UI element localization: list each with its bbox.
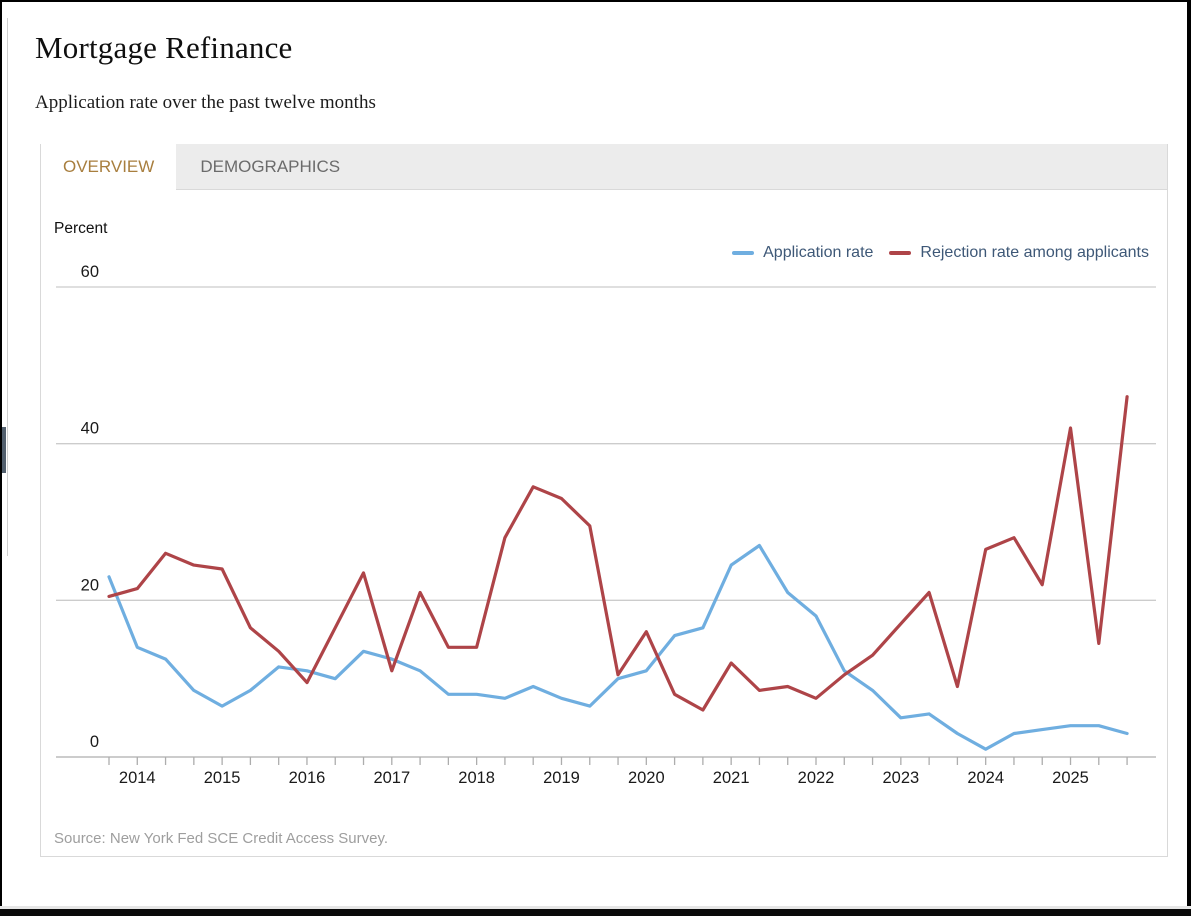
legend-label: Rejection rate among applicants (920, 244, 1149, 261)
legend-label: Application rate (763, 244, 874, 261)
svg-text:2021: 2021 (713, 769, 750, 787)
chart-plot-area[interactable]: 60 40 20 0 2014 2015 2016 2017 2018 2019 2020 2021 2… (41, 190, 1167, 855)
window-border-bottom-line (0, 906, 1191, 909)
window-border-left (0, 0, 2, 916)
svg-text:2018: 2018 (458, 769, 495, 787)
source-note: Source: New York Fed SCE Credit Access S… (54, 830, 389, 847)
left-scrollbar-track[interactable] (7, 18, 8, 556)
left-scrollbar-thumb[interactable] (2, 427, 6, 473)
svg-text:2025: 2025 (1052, 769, 1089, 787)
svg-text:20: 20 (81, 576, 99, 594)
legend-item-application-rate[interactable]: Application rate (732, 244, 873, 262)
svg-text:2022: 2022 (798, 769, 835, 787)
y-axis-unit-label: Percent (54, 220, 108, 237)
chart-plot: 60 40 20 0 2014 2015 2016 2017 2018 2019 2020 2021 2… (56, 263, 1156, 787)
application-rate-swatch-icon (732, 251, 755, 255)
svg-text:60: 60 (81, 263, 99, 281)
window-border-bottom (0, 909, 1191, 916)
chart-legend: Application rate Rejection rate among ap… (732, 244, 1149, 262)
svg-text:2020: 2020 (628, 769, 665, 787)
window-border-right (1187, 0, 1191, 916)
svg-text:2017: 2017 (373, 769, 410, 787)
tab-bar: OVERVIEW DEMOGRAPHICS (40, 144, 1168, 191)
svg-text:2016: 2016 (289, 769, 326, 787)
svg-text:2024: 2024 (967, 769, 1004, 787)
svg-text:2019: 2019 (543, 769, 580, 787)
tab-demographics[interactable]: DEMOGRAPHICS (200, 157, 341, 176)
window-border-top (0, 0, 1191, 2)
svg-text:2015: 2015 (204, 769, 241, 787)
svg-text:2023: 2023 (882, 769, 919, 787)
svg-text:2014: 2014 (119, 769, 156, 787)
legend-item-rejection-rate[interactable]: Rejection rate among applicants (889, 244, 1149, 262)
tab-overview[interactable]: OVERVIEW (41, 144, 177, 191)
svg-text:40: 40 (81, 420, 99, 438)
rejection-rate-swatch-icon (889, 251, 912, 255)
svg-text:0: 0 (90, 733, 99, 751)
page-title: Mortgage Refinance (35, 30, 293, 65)
page-subtitle: Application rate over the past twelve mo… (35, 92, 376, 113)
chart-panel: Percent Application rate Rejection rate … (40, 190, 1168, 857)
